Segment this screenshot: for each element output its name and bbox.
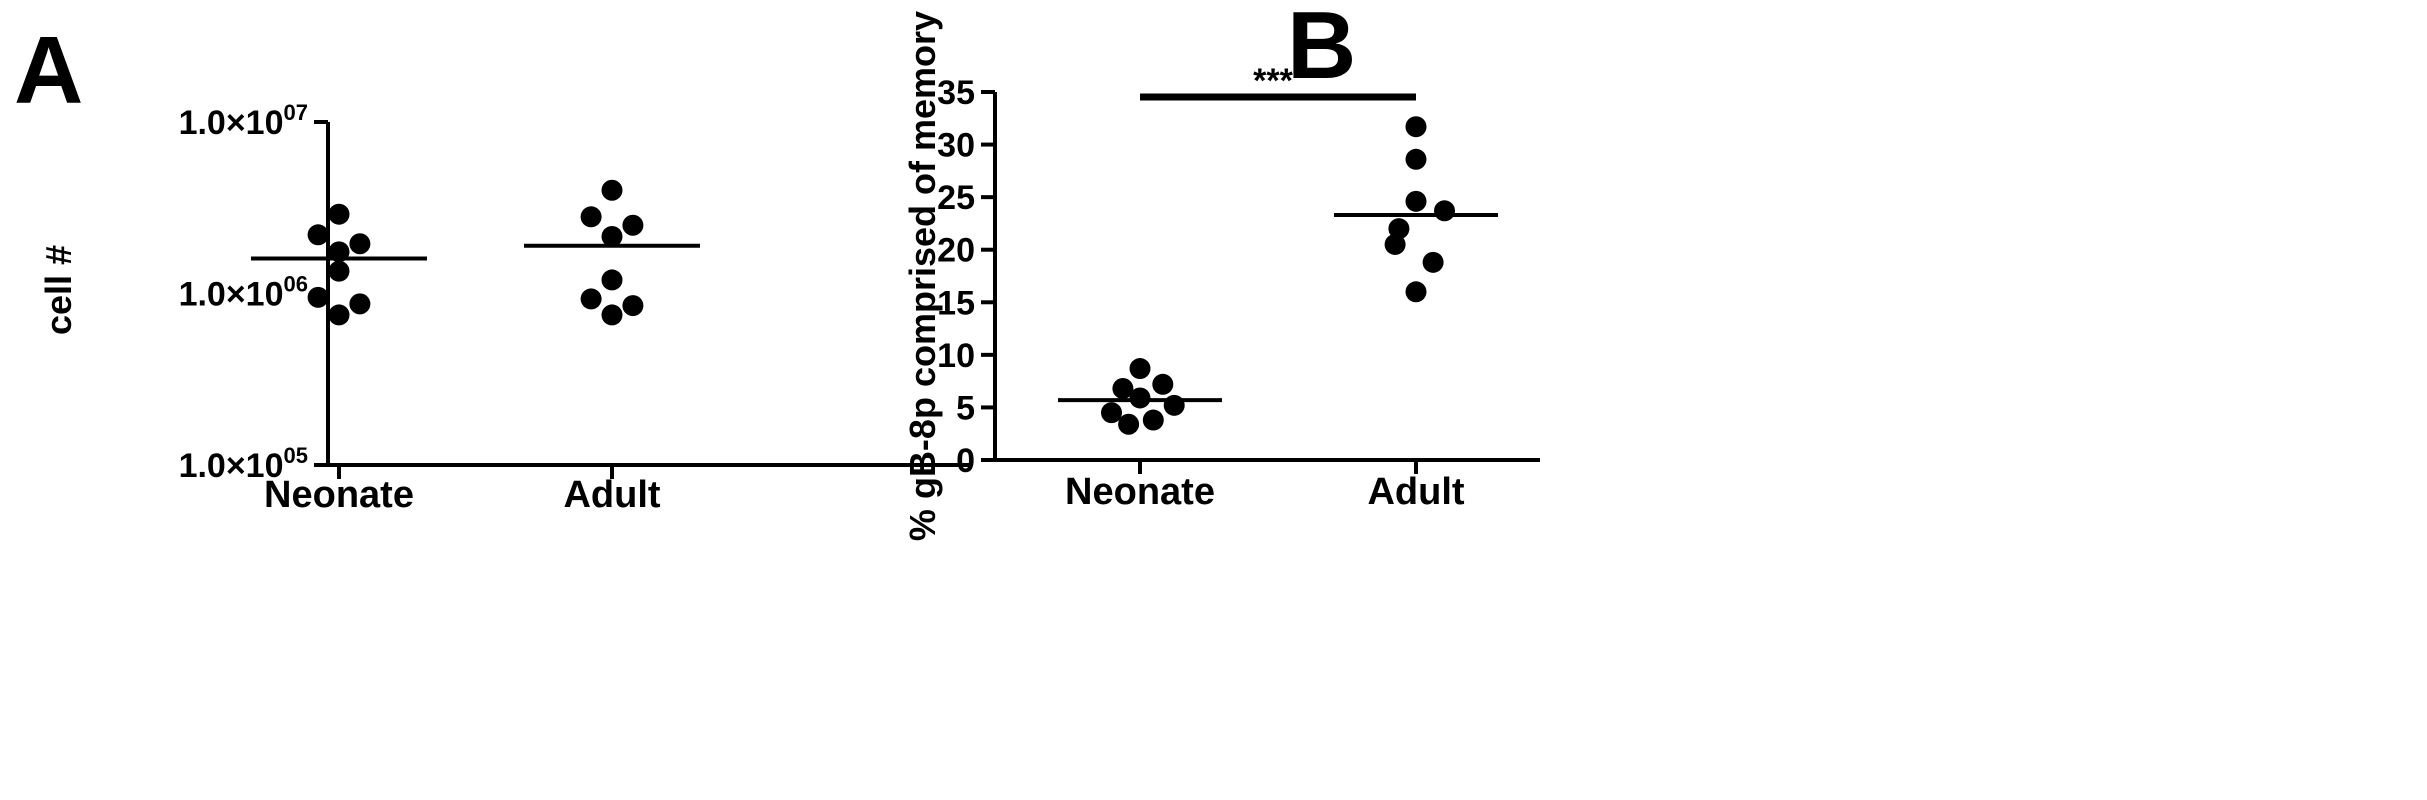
data-point (1405, 190, 1427, 212)
data-point (1152, 373, 1174, 395)
data-point (622, 295, 644, 317)
data-point (328, 260, 350, 282)
y-axis-label: % gB-8p comprised of memory (902, 11, 943, 541)
y-tick-label: 0 (956, 442, 975, 480)
data-point (580, 288, 602, 310)
data-point (1129, 387, 1151, 409)
y-tick-label: 35 (937, 74, 975, 112)
data-point (1434, 200, 1455, 222)
data-point (1118, 413, 1140, 435)
y-tick-label: 30 (937, 127, 975, 165)
data-point (622, 214, 644, 236)
x-tick-label: Adult (1367, 471, 1464, 513)
x-tick-label: Adult (563, 474, 660, 516)
data-point (580, 206, 602, 228)
data-point (307, 286, 329, 308)
data-point (349, 293, 371, 315)
data-point (1405, 148, 1427, 170)
y-tick-label: 25 (937, 179, 975, 217)
y-axis-label: cell # (38, 245, 79, 335)
data-point (1405, 116, 1427, 138)
data-point (1163, 394, 1185, 416)
data-point (1388, 218, 1410, 240)
data-point (349, 233, 371, 255)
y-tick-label: 1.0×1006 (179, 272, 308, 314)
significance-label: *** (1253, 62, 1293, 100)
x-tick-label: Neonate (1065, 471, 1215, 513)
x-tick-label: Neonate (264, 474, 414, 516)
data-point (1142, 409, 1164, 431)
data-point (328, 304, 350, 326)
data-point (601, 304, 623, 326)
panel-letter-a: A (14, 17, 83, 124)
data-point (1405, 281, 1427, 303)
data-point (1112, 378, 1134, 400)
y-tick-label: 1.0×1005 (179, 443, 308, 485)
data-point (601, 269, 623, 291)
y-tick-label: 15 (937, 284, 975, 322)
y-tick-label: 10 (937, 337, 975, 375)
data-point (307, 224, 329, 246)
y-tick-label: 1.0×1007 (179, 100, 308, 142)
data-point (1129, 358, 1151, 380)
data-point (1101, 402, 1122, 424)
panel-b-chart: 0 5 10 15 20 25 30 35% gB-8p comprised of memor… (902, 11, 1540, 541)
data-point (328, 241, 350, 263)
data-point (1384, 233, 1406, 255)
data-point (328, 203, 350, 225)
panel-letter-b: B (1287, 0, 1356, 99)
data-point (601, 225, 623, 247)
panel-a-chart: 1.0×1005 1.0×1006 1.0×1007 cell # Neonate Adu… (38, 100, 970, 516)
data-point (601, 179, 623, 201)
y-tick-label: 5 (956, 389, 975, 427)
y-tick-label: 20 (937, 232, 975, 270)
data-point (1422, 251, 1444, 273)
